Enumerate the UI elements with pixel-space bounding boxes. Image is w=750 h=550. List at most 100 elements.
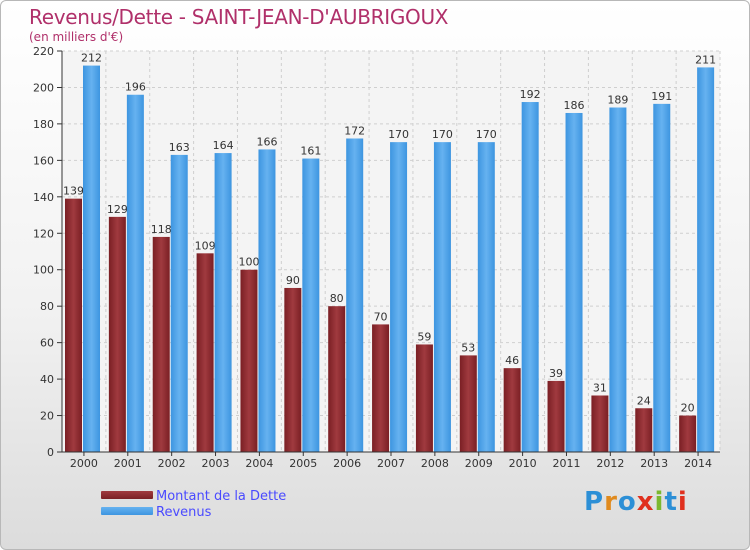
x-tick-label-2012: 2012: [596, 457, 624, 470]
value-label-debt-2014: 20: [681, 402, 695, 415]
value-label-revenue-2008: 170: [432, 128, 453, 141]
bar-debt-2014: [679, 415, 697, 452]
value-label-debt-2006: 80: [330, 292, 344, 305]
y-tick-label: 180: [33, 118, 54, 131]
value-label-debt-2010: 46: [505, 354, 519, 367]
bar-debt-2009: [459, 355, 477, 452]
chart-subtitle: (en milliers d'€): [29, 30, 124, 44]
y-tick-label: 120: [33, 227, 54, 240]
bar-debt-2006: [328, 306, 346, 452]
x-tick-label-2011: 2011: [552, 457, 580, 470]
value-label-debt-2004: 100: [238, 256, 259, 269]
bar-debt-2001: [108, 216, 126, 452]
x-tick-label-2004: 2004: [245, 457, 273, 470]
bar-revenue-2014: [697, 67, 715, 453]
value-label-revenue-2006: 172: [344, 124, 365, 137]
bar-revenue-2004: [258, 149, 276, 452]
bar-debt-2010: [503, 368, 521, 452]
y-tick-label: 220: [33, 45, 54, 58]
bar-debt-2007: [372, 324, 390, 452]
bar-revenue-2011: [565, 112, 583, 453]
value-label-debt-2007: 70: [374, 310, 388, 323]
x-tick-label-2009: 2009: [465, 457, 493, 470]
y-tick-label: 160: [33, 154, 54, 167]
bar-debt-2000: [65, 198, 82, 452]
bar-debt-2012: [591, 395, 609, 452]
bar-revenue-2003: [214, 153, 232, 452]
logo-letter: P: [584, 487, 605, 517]
value-label-debt-2012: 31: [593, 381, 607, 394]
bar-debt-2008: [415, 344, 433, 452]
bar-debt-2003: [196, 253, 214, 452]
x-tick-label-2001: 2001: [114, 457, 142, 470]
legend-label-debt: Montant de la Dette: [156, 489, 287, 504]
y-tick-label: 140: [33, 191, 54, 204]
value-label-debt-2013: 24: [637, 394, 651, 407]
y-tick-label: 20: [40, 410, 54, 423]
value-label-revenue-2000: 212: [81, 52, 102, 65]
value-label-revenue-2011: 186: [564, 99, 585, 112]
y-tick-label: 0: [47, 446, 54, 459]
x-tick-label-2006: 2006: [333, 457, 361, 470]
y-tick-label: 60: [40, 337, 54, 350]
bar-debt-2011: [547, 380, 565, 452]
bar-revenue-2008: [433, 142, 451, 453]
bar-revenue-2001: [126, 94, 144, 452]
bar-debt-2013: [635, 408, 653, 452]
logo-letter: r: [604, 487, 618, 517]
x-tick-label-2013: 2013: [640, 457, 668, 470]
bar-revenue-2000: [83, 65, 100, 452]
x-tick-label-2008: 2008: [421, 457, 449, 470]
value-label-revenue-2009: 170: [476, 128, 497, 141]
logo-letter: i: [677, 487, 688, 517]
y-tick-label: 80: [40, 300, 54, 313]
bar-revenue-2009: [477, 142, 495, 453]
bar-revenue-2002: [170, 154, 188, 453]
x-tick-label-2005: 2005: [289, 457, 317, 470]
bar-revenue-2013: [653, 103, 671, 452]
chart-title: Revenus/Dette - SAINT-JEAN-D'AUBRIGOUX: [29, 5, 449, 29]
value-label-debt-2003: 109: [195, 239, 216, 252]
x-tick-label-2003: 2003: [202, 457, 230, 470]
value-label-debt-2011: 39: [549, 367, 563, 380]
value-label-revenue-2010: 192: [520, 88, 541, 101]
value-label-revenue-2007: 170: [388, 128, 409, 141]
value-label-revenue-2003: 164: [213, 139, 234, 152]
bar-debt-2005: [284, 287, 302, 452]
value-label-revenue-2005: 161: [300, 145, 321, 158]
logo-letter: o: [617, 487, 637, 517]
proxiti-logo: Proxiti: [584, 487, 688, 517]
bar-revenue-2006: [346, 138, 364, 452]
value-label-revenue-2002: 163: [169, 141, 190, 154]
bar-debt-2002: [152, 236, 170, 452]
bar-revenue-2012: [609, 107, 627, 452]
value-label-debt-2008: 59: [417, 330, 431, 343]
x-tick-label-2000: 2000: [70, 457, 98, 470]
legend-label-revenue: Revenus: [156, 505, 212, 520]
value-label-debt-2002: 118: [151, 223, 172, 236]
bar-revenue-2010: [521, 102, 539, 452]
legend-swatch-revenue: [101, 507, 153, 515]
x-tick-label-2002: 2002: [158, 457, 186, 470]
y-tick-label: 200: [33, 81, 54, 94]
y-tick-label: 40: [40, 373, 54, 386]
x-tick-label-2010: 2010: [509, 457, 537, 470]
x-tick-label-2007: 2007: [377, 457, 405, 470]
legend-swatch-debt: [101, 491, 153, 499]
y-tick-label: 100: [33, 264, 54, 277]
value-label-revenue-2001: 196: [125, 81, 146, 94]
bar-debt-2004: [240, 269, 258, 452]
logo-letter: t: [664, 487, 678, 517]
value-label-debt-2000: 139: [63, 185, 84, 198]
value-label-debt-2001: 129: [107, 203, 128, 216]
bars-layer: 139 212 129 196 118 163 109 164 100 166 90 161 80 172…: [63, 52, 716, 453]
value-label-debt-2005: 90: [286, 274, 300, 287]
bar-revenue-2005: [302, 158, 320, 453]
logo-letter: x: [636, 487, 655, 517]
logo-letter: i: [654, 487, 665, 517]
value-label-debt-2009: 53: [461, 341, 475, 354]
value-label-revenue-2012: 189: [607, 94, 628, 107]
